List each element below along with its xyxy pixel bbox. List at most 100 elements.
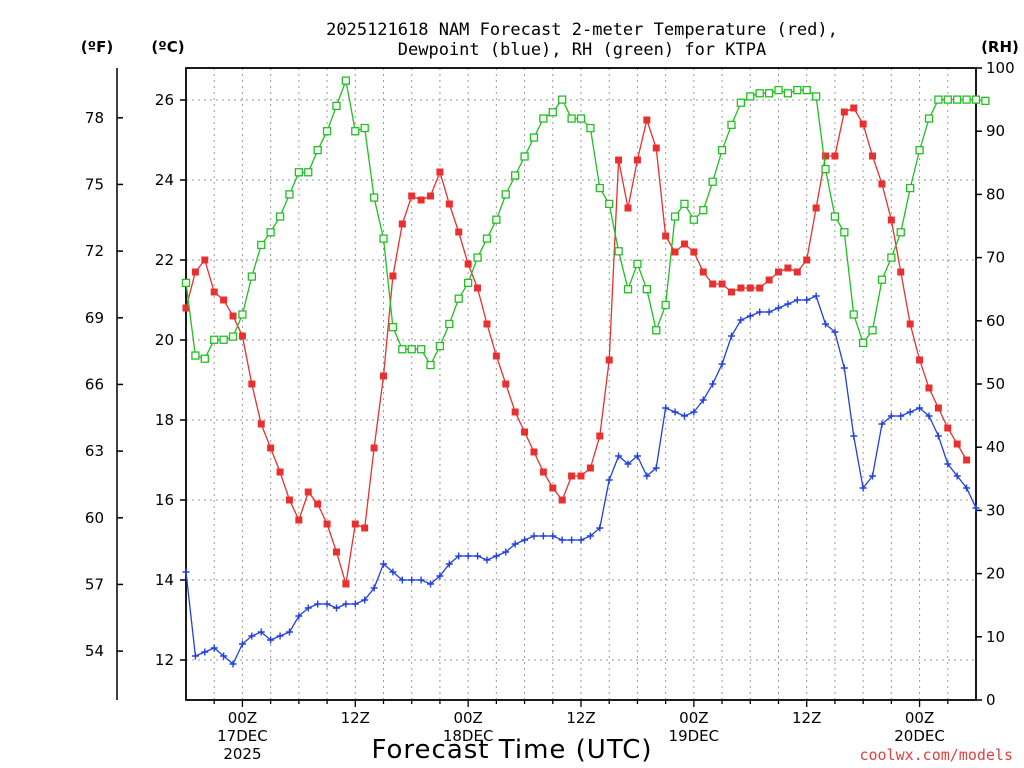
rh-point (322, 127, 332, 136)
temperature-point (398, 220, 406, 228)
fahrenheit-tick-label: 60 (85, 509, 104, 527)
dewpoint-point (276, 632, 284, 640)
dewpoint-point (342, 600, 350, 608)
temperature-point (464, 260, 472, 268)
celsius-tick-label: 16 (155, 491, 174, 509)
rh-point (520, 152, 529, 161)
dewpoint-point (295, 612, 303, 620)
temperature-point (605, 356, 613, 364)
time-tick-label: 00Z (228, 709, 257, 727)
temperature-point (963, 456, 971, 464)
rh-point (407, 345, 416, 354)
temperature-point (671, 248, 679, 256)
rh-point (680, 199, 689, 209)
temperature-point (220, 296, 228, 304)
rh-point (548, 108, 557, 117)
temperature-point (436, 168, 444, 176)
rh-point (247, 272, 256, 281)
dewpoint-point (558, 536, 566, 544)
rh-point (858, 338, 868, 348)
temperature-point (257, 420, 265, 428)
dewpoint-point (332, 604, 340, 612)
rh-point (388, 322, 398, 332)
series-rh (181, 76, 990, 370)
dewpoint-point (182, 568, 190, 576)
dewpoint-point (812, 292, 820, 300)
temperature-point (746, 284, 754, 292)
dewpoint-point (398, 576, 406, 584)
rh-tick-label: 0 (986, 691, 996, 709)
rh-point (360, 123, 369, 133)
rh-point (605, 199, 614, 209)
temperature-point (492, 352, 500, 360)
dewpoint-point (502, 548, 510, 556)
dewpoint-point (474, 552, 482, 560)
rh-point (633, 259, 642, 269)
temperature-point (944, 424, 952, 432)
series-dewpoint (182, 292, 980, 668)
dewpoint-point (577, 536, 585, 544)
rh-point (558, 95, 567, 104)
temperature-point (539, 468, 547, 476)
rh-point (849, 310, 858, 319)
dewpoint-point (633, 452, 641, 460)
temperature-point (370, 444, 378, 452)
celsius-tick-label: 18 (155, 411, 174, 429)
temperature-point (502, 380, 510, 388)
temperature-point (332, 548, 340, 556)
dewpoint-point (822, 320, 830, 328)
temperature-point (709, 280, 717, 288)
temperature-point (765, 276, 773, 284)
rh-point (416, 345, 426, 354)
rh-point (971, 95, 981, 104)
temperature-point (201, 256, 209, 264)
dewpoint-point (238, 640, 246, 648)
rh-point (200, 354, 209, 363)
temperature-point (784, 264, 792, 272)
dewpoint-point (934, 432, 942, 440)
temperature-point (887, 216, 895, 224)
rh-point (426, 360, 435, 370)
celsius-tick-label: 14 (155, 571, 174, 589)
temperature-point (680, 240, 688, 248)
dewpoint-point (840, 364, 848, 372)
rh-point (567, 114, 576, 123)
temperature-point (455, 228, 463, 236)
rh-point (266, 228, 275, 237)
fahrenheit-tick-label: 72 (85, 242, 104, 260)
temperature-point (285, 496, 293, 504)
rh-point (793, 85, 802, 95)
dewpoint-point (511, 540, 519, 548)
time-tick-label: 2025 (223, 745, 261, 763)
rh-point (398, 345, 407, 354)
fahrenheit-tick-label: 66 (85, 375, 104, 393)
temperature-point (934, 404, 942, 412)
rh-point (736, 98, 746, 107)
grid-lines (186, 68, 976, 700)
temperature-point (624, 204, 632, 212)
temperature-point (803, 256, 811, 264)
dewpoint-point (464, 552, 472, 560)
dewpoint-point (746, 312, 754, 320)
time-tick-label: 12Z (341, 709, 370, 727)
rh-tick-label: 90 (986, 122, 1005, 140)
rh-point (981, 96, 990, 106)
temperature-point (822, 152, 830, 160)
rh-point (341, 76, 351, 85)
temperature-point (408, 192, 416, 200)
rh-point (219, 335, 228, 344)
dewpoint-point (596, 524, 604, 532)
rh-point (877, 275, 887, 284)
temperature-point (210, 288, 218, 296)
temperature-point (577, 472, 585, 480)
rh-point (595, 183, 604, 193)
dewpoint-point (869, 472, 877, 480)
rh-tick-label: 100 (986, 59, 1015, 77)
rh-point (228, 332, 238, 341)
rh-point (275, 212, 285, 221)
temperature-point (276, 468, 284, 476)
chart-title-line2: Dewpoint (blue), RH (green) for KTPA (398, 40, 766, 60)
dewpoint-point (944, 460, 952, 468)
rh-point (868, 326, 877, 335)
rh-point (181, 278, 191, 288)
